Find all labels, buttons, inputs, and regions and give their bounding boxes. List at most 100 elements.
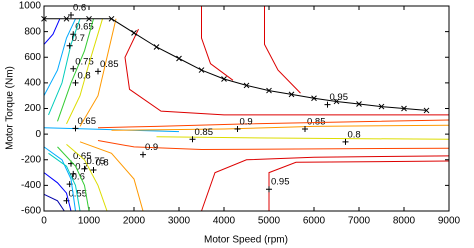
- contour-label: 0.8: [348, 129, 361, 140]
- y-tick-label: 600: [24, 52, 41, 63]
- envelope-marker: [243, 82, 250, 89]
- x-tick-label: 0: [41, 216, 47, 227]
- label-marker: [189, 136, 196, 143]
- contour-line: [48, 18, 81, 116]
- y-tick-label: 1000: [19, 1, 42, 12]
- contour-line: [43, 193, 65, 212]
- contour-label: 0.75: [75, 56, 94, 67]
- contour-label: 0.6: [72, 172, 85, 183]
- envelope-marker: [311, 95, 317, 102]
- contour-label: 0.8: [78, 70, 91, 81]
- contour-label: 0.8: [96, 158, 109, 169]
- contour-label: 0.85: [195, 127, 214, 138]
- contour-label: 0.55: [69, 188, 88, 199]
- x-tick-label: 5000: [258, 216, 281, 227]
- x-tick-label: 8000: [393, 216, 416, 227]
- envelope-marker: [176, 55, 182, 62]
- label-marker: [95, 68, 101, 75]
- envelope-marker: [266, 87, 272, 94]
- contour-line: [156, 136, 450, 140]
- label-marker: [66, 42, 73, 49]
- contour-line: [201, 155, 450, 212]
- label-marker: [90, 167, 97, 173]
- contour-line: [48, 152, 81, 212]
- contour-label: 0.65: [78, 116, 97, 127]
- y-tick-label: 0: [35, 129, 41, 140]
- envelope-marker: [153, 44, 160, 50]
- label-marker: [81, 165, 88, 172]
- plot-frame: [43, 5, 450, 212]
- contour-line: [111, 124, 450, 131]
- contour-line: [43, 18, 76, 96]
- envelope-marker: [131, 30, 137, 36]
- contour-label: 0.9: [240, 117, 253, 128]
- contour-label: 0.95: [271, 177, 290, 188]
- contour-label: 0.85: [307, 117, 326, 128]
- label-marker: [234, 126, 241, 132]
- y-tick-label: -600: [21, 206, 41, 217]
- label-marker: [72, 125, 79, 132]
- contour-label: 0.75: [87, 156, 106, 167]
- contour-line: [43, 146, 76, 212]
- y-tick-label: -400: [21, 180, 41, 191]
- contour-line: [264, 6, 301, 94]
- contour-line: [43, 18, 61, 45]
- label-marker: [70, 31, 77, 38]
- envelope-marker: [198, 67, 205, 73]
- y-tick-label: 200: [24, 103, 41, 114]
- torque-envelope: [44, 18, 427, 111]
- x-tick-label: 7000: [348, 216, 371, 227]
- contour-line: [66, 18, 103, 125]
- envelope-marker: [378, 103, 385, 110]
- envelope-marker: [108, 15, 115, 22]
- contour-line: [57, 18, 94, 122]
- label-marker: [302, 126, 308, 132]
- contour-line: [79, 141, 144, 212]
- label-marker: [72, 79, 79, 86]
- label-marker: [140, 151, 146, 158]
- envelope-marker: [63, 15, 70, 22]
- x-tick-label: 9000: [438, 216, 461, 227]
- plot-area: [44, 6, 449, 211]
- y-tick-label: -200: [21, 154, 41, 165]
- contour-line: [79, 18, 117, 127]
- contour-label: 0.6: [73, 2, 86, 13]
- envelope-marker: [333, 98, 340, 105]
- contour-label: 0.7: [75, 161, 88, 172]
- envelope-marker: [401, 105, 407, 112]
- x-axis-label: Motor Speed (rpm): [204, 235, 288, 246]
- x-tick-label: 3000: [168, 216, 191, 227]
- envelope-marker: [423, 107, 430, 114]
- contour-label: 0.95: [330, 92, 349, 103]
- x-tick-label: 2000: [123, 216, 146, 227]
- contour-label: 0.65: [75, 22, 94, 33]
- label-marker: [266, 186, 272, 193]
- envelope-marker: [221, 76, 227, 82]
- label-marker: [342, 138, 349, 145]
- y-tick-label: 400: [24, 78, 41, 89]
- contour-line: [124, 28, 449, 116]
- label-marker: [70, 170, 77, 177]
- contour-label: 0.9: [145, 142, 158, 153]
- label-marker: [70, 65, 77, 72]
- contour-label: 0.85: [100, 59, 119, 70]
- contour-line: [97, 140, 450, 151]
- x-tick-label: 4000: [213, 216, 236, 227]
- contour-line: [43, 127, 180, 133]
- contour-line: [43, 172, 72, 212]
- x-tick-label: 6000: [303, 216, 326, 227]
- label-marker: [324, 101, 331, 108]
- contour-line: [66, 144, 108, 212]
- envelope-marker: [86, 15, 92, 22]
- contour-line: [97, 119, 450, 129]
- y-tick-label: 800: [24, 26, 41, 37]
- envelope-marker: [288, 91, 295, 98]
- y-axis-label: Motor Torque (Nm): [5, 66, 16, 150]
- label-marker: [68, 11, 74, 18]
- contour-line: [57, 146, 90, 212]
- x-tick-label: 1000: [78, 216, 101, 227]
- contour-line: [201, 6, 234, 81]
- contour-label: 0.7: [72, 33, 85, 44]
- contour-label: 0.65: [73, 151, 92, 162]
